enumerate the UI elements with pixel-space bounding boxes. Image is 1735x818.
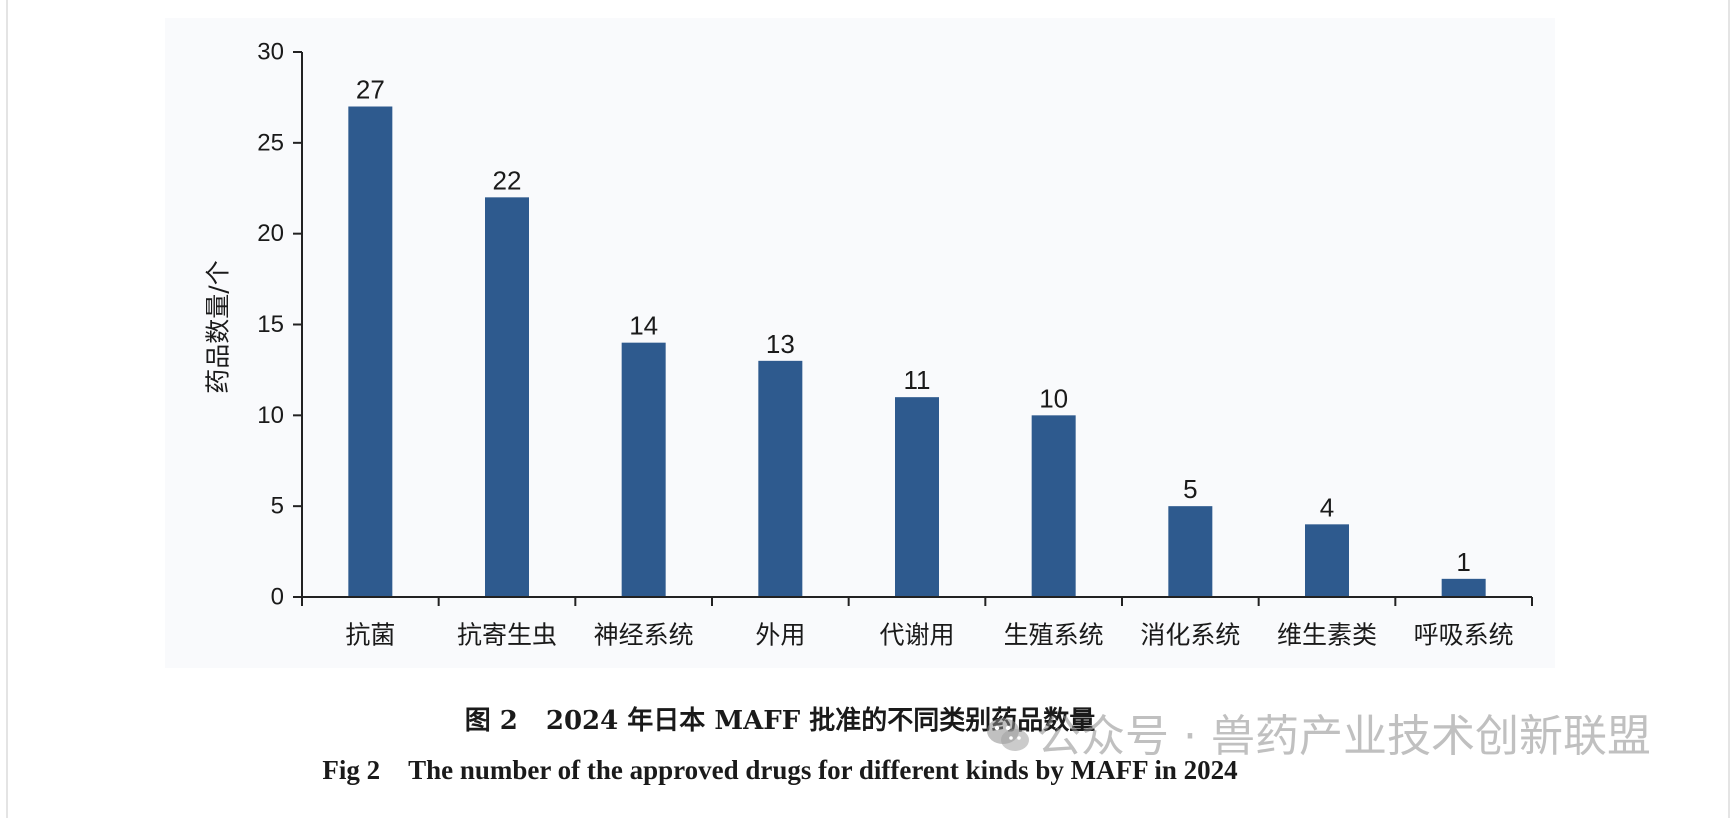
x-axis-ticks (301, 597, 1533, 606)
bar (348, 106, 393, 597)
y-tick-label: 0 (271, 584, 284, 611)
caption-english: Fig 2 The number of the approved drugs fo… (0, 755, 1560, 786)
category-labels: 抗菌 抗寄生虫 神经系统 外用 代谢用 生殖系统 消化系统 维生素类 呼吸系统 (345, 621, 1513, 650)
caption-english-number: Fig 2 (322, 755, 381, 785)
bars (348, 106, 1486, 598)
bar-value-label: 13 (766, 329, 795, 359)
category-label: 消化系统 (1140, 621, 1240, 650)
bar-value-label: 10 (1039, 383, 1068, 413)
bar (1305, 524, 1349, 597)
bar-value-label: 5 (1183, 474, 1197, 504)
bar-value-label: 11 (904, 365, 931, 395)
bar (1031, 415, 1076, 597)
bar (485, 197, 529, 598)
category-label: 呼吸系统 (1414, 621, 1514, 650)
y-tick-label: 5 (271, 493, 284, 520)
category-label: 代谢用 (879, 621, 954, 650)
y-tick-label: 15 (257, 311, 284, 338)
bar-value-label: 4 (1320, 492, 1334, 522)
category-label: 抗寄生虫 (457, 621, 557, 650)
category-label: 生殖系统 (1004, 621, 1104, 650)
category-label: 维生素类 (1277, 621, 1377, 650)
y-axis-label: 药品数量/个 (204, 260, 233, 393)
wechat-icon (987, 718, 1029, 751)
watermark-text: 公众号 · 兽药产业技术创新联盟 (1037, 711, 1651, 762)
category-label: 抗菌 (345, 621, 395, 650)
bar-value-label: 1 (1456, 547, 1470, 577)
bar (1441, 578, 1486, 597)
bar (758, 360, 803, 597)
bar (1168, 506, 1213, 597)
bar-value-label: 14 (629, 311, 658, 341)
bar (621, 342, 666, 597)
category-label: 外用 (755, 621, 805, 650)
y-tick-label: 30 (257, 39, 284, 66)
right-border-line (1728, 0, 1730, 818)
y-axis-ticks: 0 5 10 15 20 25 30 (257, 39, 302, 611)
caption-chinese-number: 图 2 (464, 706, 518, 736)
bar-chart: 0 5 10 15 20 25 30 27 22 14 13 11 10 5 4 1 抗菌 抗寄生虫 神经系统 外… (203, 38, 1533, 650)
y-tick-label: 10 (257, 402, 284, 429)
bar-value-label: 27 (356, 75, 385, 105)
caption-english-text: The number of the approved drugs for dif… (408, 755, 1238, 785)
bar (895, 397, 939, 597)
y-tick-label: 25 (257, 129, 284, 156)
value-labels: 27 22 14 13 11 10 5 4 1 (356, 75, 1471, 577)
y-tick-label: 20 (257, 220, 284, 247)
category-label: 神经系统 (594, 621, 694, 650)
bar-value-label: 22 (493, 165, 522, 195)
left-border-line (6, 0, 8, 818)
watermark: 公众号 · 兽药产业技术创新联盟 (985, 700, 1651, 764)
